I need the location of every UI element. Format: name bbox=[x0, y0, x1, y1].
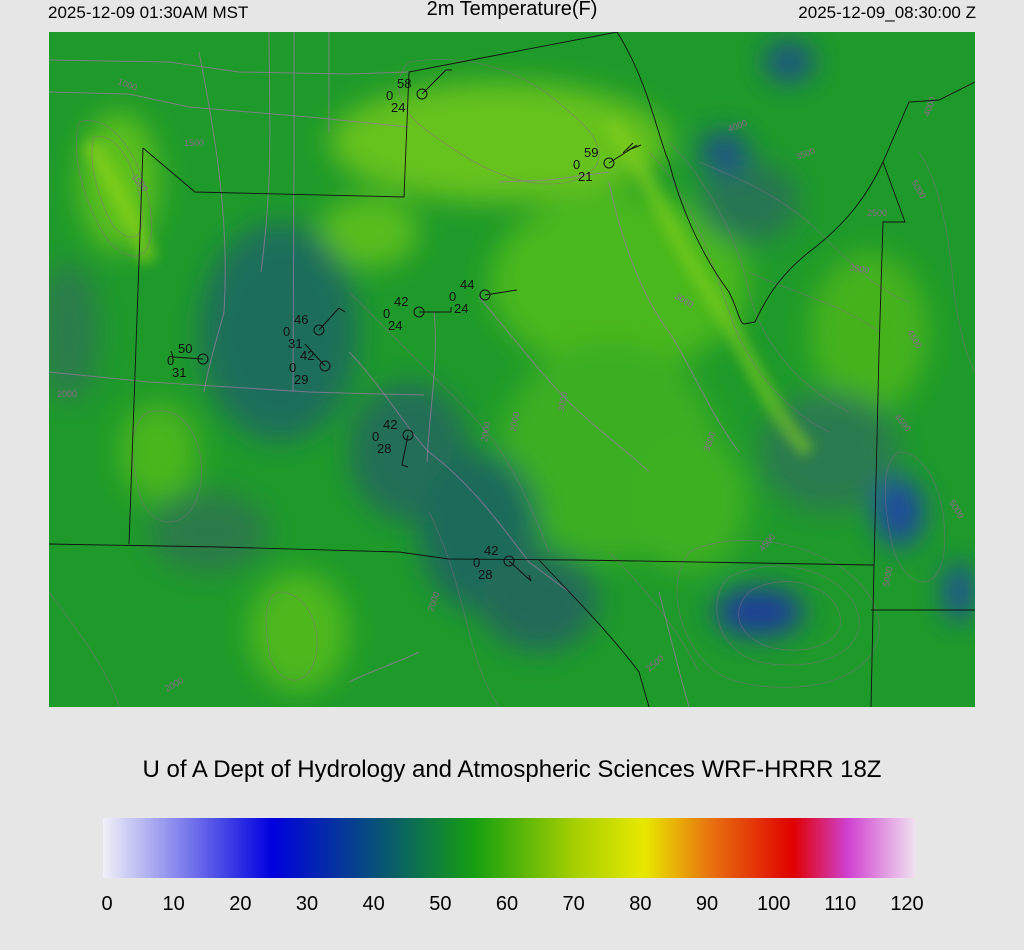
station-dewpoint: 24 bbox=[454, 301, 468, 316]
station-plot[interactable]: 58 0 24 bbox=[386, 69, 452, 115]
valid-time-local: 2025-12-09 01:30AM MST bbox=[48, 3, 249, 22]
colorbar-tick: 120 bbox=[890, 893, 924, 915]
temperature-colorbar bbox=[103, 818, 915, 878]
station-circle bbox=[479, 289, 491, 301]
station-temp: 42 bbox=[300, 348, 314, 363]
colorbar-tick: 10 bbox=[162, 893, 185, 915]
station-precip: 0 bbox=[372, 429, 379, 444]
station-precip: 0 bbox=[167, 353, 174, 368]
station-dewpoint: 31 bbox=[172, 365, 186, 380]
colorbar-tick: 90 bbox=[695, 893, 719, 915]
station-temp: 44 bbox=[460, 277, 474, 292]
station-temp: 42 bbox=[484, 543, 498, 558]
colorbar-tick: 40 bbox=[362, 893, 385, 915]
station-precip: 0 bbox=[449, 289, 456, 304]
contour-label: 1500 bbox=[184, 138, 204, 148]
station-dewpoint: 29 bbox=[294, 372, 308, 387]
station-circle bbox=[197, 353, 209, 365]
station-circle bbox=[413, 306, 425, 318]
contour-label: 2000 bbox=[479, 421, 492, 442]
station-precip: 0 bbox=[283, 324, 290, 339]
station-circle bbox=[603, 157, 615, 169]
station-dewpoint: 28 bbox=[478, 567, 492, 582]
political-boundaries bbox=[49, 32, 975, 707]
station-temp: 58 bbox=[397, 76, 411, 91]
station-circle bbox=[416, 88, 428, 100]
model-credit: U of A Dept of Hydrology and Atmospheric… bbox=[142, 756, 882, 783]
station-temp: 42 bbox=[383, 417, 397, 432]
station-plot[interactable]: 59 0 21 bbox=[573, 142, 642, 184]
colorbar-tick: 50 bbox=[429, 893, 452, 915]
contour-label: 2500 bbox=[867, 208, 887, 218]
map-title: 2m Temperature(F) bbox=[426, 0, 598, 20]
colorbar-tick: 110 bbox=[824, 893, 857, 915]
station-plot[interactable]: 46 0 31 bbox=[283, 307, 346, 351]
contour-label: 3500 bbox=[849, 262, 870, 275]
station-temp: 46 bbox=[294, 312, 308, 327]
station-plot[interactable]: 50 0 31 bbox=[167, 341, 209, 380]
colorbar-tick: 60 bbox=[495, 893, 519, 915]
roads bbox=[49, 32, 740, 707]
station-plot[interactable]: 42 0 24 bbox=[383, 294, 452, 333]
station-circle bbox=[402, 429, 414, 441]
valid-time-utc: 2025-12-09_08:30:00 Z bbox=[798, 3, 976, 22]
colorbar-tick: 20 bbox=[229, 893, 252, 915]
station-precip: 0 bbox=[473, 555, 480, 570]
contour-label: 3000 bbox=[556, 391, 569, 412]
station-dewpoint: 28 bbox=[377, 441, 391, 456]
station-plot[interactable]: 42 0 28 bbox=[473, 543, 532, 582]
station-precip: 0 bbox=[383, 306, 390, 321]
station-plot[interactable]: 42 0 28 bbox=[372, 417, 414, 468]
colorbar-tick: 70 bbox=[562, 893, 585, 915]
station-circle bbox=[503, 555, 515, 567]
colorbar-tick: 80 bbox=[629, 893, 652, 915]
station-precip: 0 bbox=[289, 360, 296, 375]
colorbar-tick: 0 bbox=[101, 893, 113, 915]
station-temp: 50 bbox=[178, 341, 192, 356]
station-precip: 0 bbox=[573, 157, 580, 172]
terrain-contours bbox=[49, 59, 975, 707]
contour-label: 2000 bbox=[57, 389, 77, 399]
station-precip: 0 bbox=[386, 88, 393, 103]
station-dewpoint: 24 bbox=[388, 318, 402, 333]
colorbar-tick: 100 bbox=[756, 893, 791, 915]
station-plot[interactable]: 42 0 29 bbox=[289, 343, 331, 387]
station-dewpoint: 31 bbox=[288, 336, 302, 351]
station-circle bbox=[313, 324, 325, 336]
contour-label: 2000 bbox=[508, 411, 521, 432]
station-temp: 42 bbox=[394, 294, 408, 309]
station-circle bbox=[319, 360, 331, 372]
station-dewpoint: 21 bbox=[578, 169, 592, 184]
station-dewpoint: 24 bbox=[391, 100, 405, 115]
contour-label: 5000 bbox=[881, 566, 894, 587]
temperature-map: 1000 1500 1500 2000 2000 2000 2000 2000 … bbox=[49, 32, 975, 707]
station-plot[interactable]: 44 0 24 bbox=[449, 277, 518, 316]
station-temp: 59 bbox=[584, 145, 598, 160]
colorbar-tick: 30 bbox=[295, 893, 319, 915]
